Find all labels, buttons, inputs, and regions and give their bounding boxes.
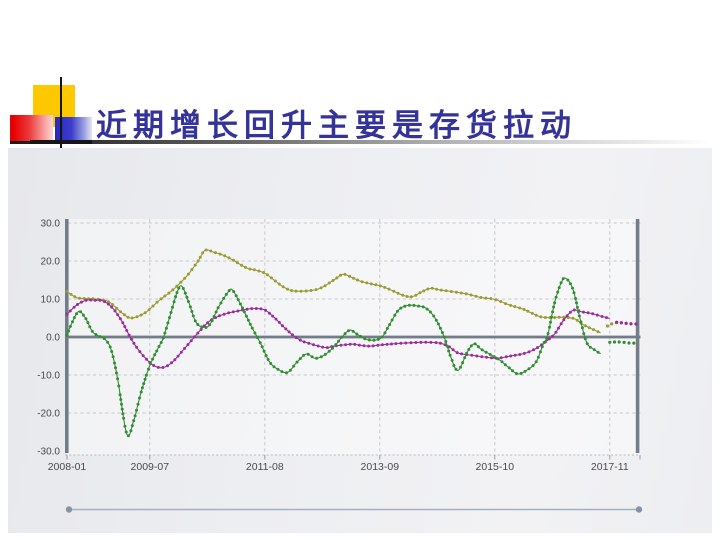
- y-tick-label: -10.0: [37, 371, 60, 382]
- x-tick-label: 2011-08: [246, 461, 284, 473]
- x-tick-label: 2015-10: [476, 461, 515, 473]
- series-olive: [65, 248, 633, 334]
- series-purple-dotted-tail: [615, 320, 638, 326]
- y-tick-label: -20.0: [37, 409, 60, 420]
- content-panel: [8, 148, 712, 533]
- x-tick-label: 2017-11: [591, 461, 629, 473]
- y-tick-label: 30.0: [41, 219, 61, 230]
- x-tick-label: 2009-07: [131, 461, 170, 473]
- y-tick-label: 20.0: [41, 257, 61, 268]
- decor-vertical-line: [59, 77, 62, 148]
- divider-right-dot: [635, 506, 643, 513]
- y-axis-labels: 30.0 20.0 10.0 0.0 -10.0 -20.0 -30.0: [37, 219, 60, 458]
- y-tick-label: 0.0: [46, 333, 60, 344]
- slide-title: 近期增长回升主要是存货拉动: [96, 108, 577, 143]
- divider-left-dot: [65, 506, 73, 513]
- decor-red-square: [10, 115, 53, 141]
- x-axis-labels: 2008-01 2009-07 2011-08 2013-09 2015-10 2017-…: [48, 461, 629, 473]
- bottom-divider: [65, 506, 643, 513]
- y-tick-label: -30.0: [37, 447, 60, 458]
- x-tick-label: 2008-01: [48, 461, 87, 473]
- x-tick-label: 2013-09: [361, 461, 400, 473]
- y-tick-label: 10.0: [41, 295, 61, 306]
- series-green-dotted-tail: [608, 340, 636, 345]
- title-underline-rule: [10, 140, 710, 144]
- series-green: [65, 277, 636, 438]
